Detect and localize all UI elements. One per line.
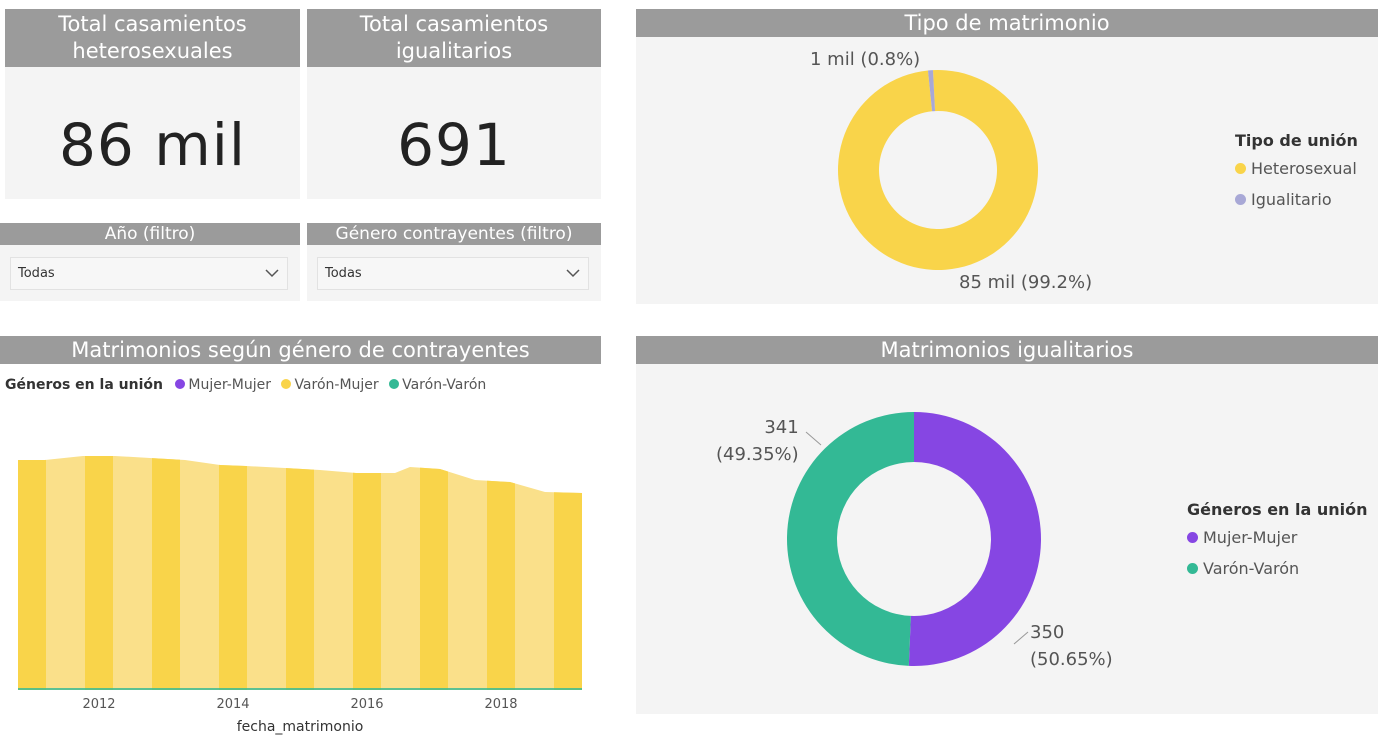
legend-item-mujer-mujer[interactable]: Mujer-Mujer [1187, 528, 1297, 547]
legend-dot [175, 379, 186, 389]
legend-label: Varón-Mujer [294, 377, 379, 393]
legend-dot [1187, 532, 1198, 543]
leader-line [805, 431, 822, 446]
legend-title: Géneros en la unión [1187, 500, 1368, 519]
area-legend: Géneros en la unión Mujer-Mujer Varón-Mu… [5, 377, 492, 393]
kpi-title-line1: Total casamientos [359, 12, 549, 36]
data-label-varon-varon: 341 (49.35%) [716, 414, 799, 468]
kpi-title-line2: heterosexuales [72, 39, 233, 63]
kpi-card-igualitario: Total casamientos igualitarios 691 [307, 9, 601, 199]
data-label-value: 341 [764, 417, 799, 438]
legend-item-varon-varon[interactable]: Varón-Varón [1187, 559, 1299, 578]
data-label-pct: (50.65%) [1030, 649, 1113, 670]
tipo-donut-chart [838, 70, 1038, 271]
legend-item-varon-varon[interactable]: Varón-Varón [389, 377, 486, 393]
year-dropdown[interactable]: Todas [10, 257, 288, 290]
legend-label: Mujer-Mujer [188, 377, 271, 393]
legend-item-mujer-mujer[interactable]: Mujer-Mujer [175, 377, 271, 393]
kpi-title-line1: Total casamientos [58, 12, 247, 36]
data-label-value: 350 [1030, 622, 1065, 643]
x-tick: 2012 [82, 697, 115, 712]
x-tick: 2018 [484, 697, 517, 712]
donut-slice-igualitario[interactable] [927, 70, 936, 112]
kpi-title: Total casamientos heterosexuales [5, 9, 300, 67]
area-band [420, 456, 448, 690]
filter-title: Género contrayentes (filtro) [307, 223, 601, 245]
leader-line [1013, 631, 1029, 645]
donut-slice-mujer-mujer[interactable] [908, 412, 1041, 666]
gender-dropdown[interactable]: Todas [317, 257, 589, 290]
x-tick: 2016 [350, 697, 383, 712]
area-band [286, 456, 314, 690]
legend-item-varon-mujer[interactable]: Varón-Mujer [281, 377, 379, 393]
filter-gender: Género contrayentes (filtro) Todas [307, 223, 601, 301]
area-series-varon-varon [18, 688, 582, 690]
legend-label: Mujer-Mujer [1203, 528, 1298, 547]
donut-slice-varon-varon[interactable] [786, 412, 914, 666]
legend-item-igualitario[interactable]: Igualitario [1235, 190, 1332, 209]
x-axis-title: fecha_matrimonio [237, 719, 364, 735]
filter-title: Año (filtro) [0, 223, 300, 245]
legend-dot [389, 379, 400, 389]
chart-title: Matrimonios igualitarios [636, 336, 1378, 364]
legend-dot [281, 379, 292, 389]
data-label-mujer-mujer: 350 (50.65%) [1030, 619, 1113, 673]
dropdown-value: Todas [18, 266, 55, 281]
data-label-igualitario: 1 mil (0.8%) [810, 49, 921, 70]
data-label-pct: (49.35%) [716, 444, 799, 465]
dropdown-value: Todas [325, 266, 362, 281]
kpi-title: Total casamientos igualitarios [307, 9, 601, 67]
legend-label: Varón-Varón [1203, 559, 1300, 578]
tipo-matrimonio-panel: Tipo de matrimonio 1 mil (0.8%) 85 mil (… [636, 9, 1378, 304]
kpi-value: 691 [397, 111, 511, 179]
donut-slice-heterosexual[interactable] [838, 70, 1038, 271]
legend-dot [1187, 563, 1198, 574]
area-band [85, 456, 113, 690]
kpi-value: 86 mil [59, 111, 246, 179]
data-label-heterosexual: 85 mil (99.2%) [959, 272, 1093, 293]
area-band [353, 456, 381, 690]
legend-item-heterosexual[interactable]: Heterosexual [1235, 159, 1357, 178]
chart-title: Matrimonios según género de contrayentes [0, 336, 601, 364]
igualitarios-panel: Matrimonios igualitarios 341 (49.35%) 35… [636, 336, 1378, 714]
chart-title: Tipo de matrimonio [636, 9, 1378, 37]
igualitarios-donut-chart [786, 412, 1041, 666]
legend-label: Igualitario [1251, 190, 1332, 209]
area-band [152, 456, 180, 690]
legend-title: Tipo de unión [1235, 131, 1358, 150]
area-band [18, 456, 46, 690]
area-band [219, 456, 247, 690]
legend-label: Heterosexual [1251, 159, 1357, 178]
filter-year: Año (filtro) Todas [0, 223, 300, 301]
area-chart: 2012 2014 2016 2018 fecha_matrimonio [18, 456, 582, 735]
chevron-down-icon [566, 269, 580, 278]
kpi-card-heterosexual: Total casamientos heterosexuales 86 mil [5, 9, 300, 199]
x-tick: 2014 [216, 697, 249, 712]
legend-label: Varón-Varón [402, 377, 487, 393]
kpi-title-line2: igualitarios [395, 39, 513, 63]
chevron-down-icon [265, 269, 279, 278]
legend-dot [1235, 194, 1246, 205]
area-band [554, 456, 582, 690]
legend-title: Géneros en la unión [5, 377, 163, 393]
area-band [487, 456, 515, 690]
legend-dot [1235, 163, 1246, 174]
